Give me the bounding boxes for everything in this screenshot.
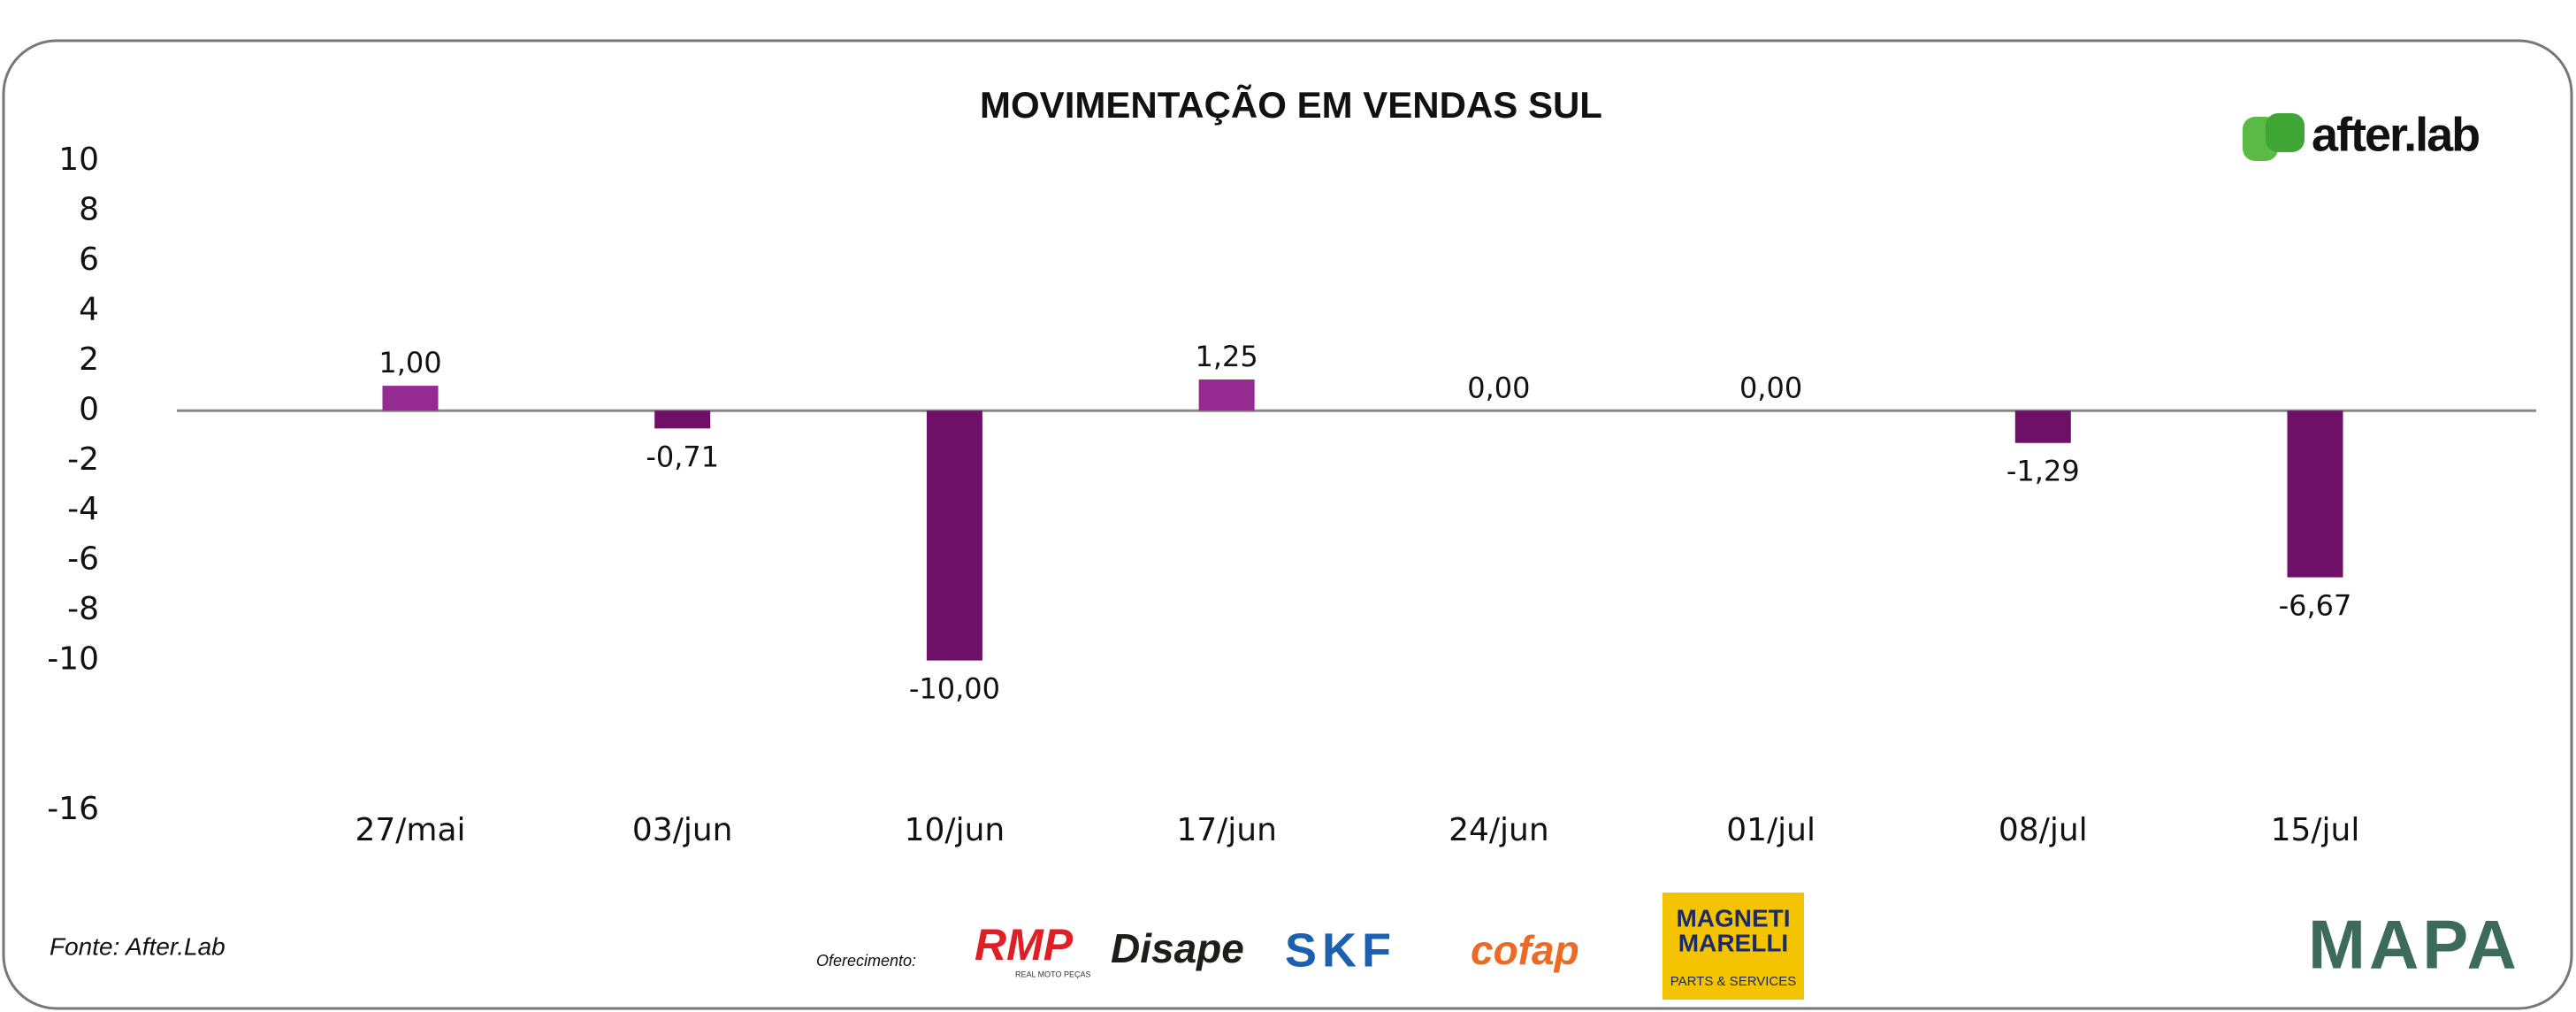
bar xyxy=(1198,380,1255,411)
x-tick-label: 10/jun xyxy=(905,812,1005,848)
bar xyxy=(2287,410,2343,578)
x-tick-label: 15/jul xyxy=(2271,812,2360,848)
x-tick-label: 17/jun xyxy=(1176,812,1277,848)
sponsor-logo: PARTS & SERVICES xyxy=(1670,974,1797,989)
logo-text: after.lab xyxy=(2312,108,2479,161)
logo-icon xyxy=(2266,113,2305,152)
y-tick-label: -16 xyxy=(47,791,99,827)
sponsor-logo: RMP xyxy=(975,920,1074,970)
sponsor-logo: MARELLI xyxy=(1678,929,1788,956)
sponsor-logo: cofap xyxy=(1471,927,1579,973)
value-label: -1,29 xyxy=(2007,455,2080,488)
y-tick-label: 6 xyxy=(79,242,99,278)
x-tick-label: 08/jul xyxy=(1999,812,2088,848)
y-tick-label: -6 xyxy=(67,541,99,578)
y-tick-label: -10 xyxy=(47,641,99,678)
bar xyxy=(926,410,982,661)
y-tick-label: -2 xyxy=(67,441,99,478)
x-tick-label: 27/mai xyxy=(355,812,465,848)
value-label: 1,25 xyxy=(1196,340,1258,373)
sponsor-label: Oferecimento: xyxy=(816,952,916,970)
source: Fonte: After.Lab xyxy=(50,932,225,960)
value-label: 1,00 xyxy=(378,346,441,380)
card xyxy=(2,39,2573,1010)
mapa-logo: MAPA xyxy=(2308,906,2520,984)
y-tick-label: 4 xyxy=(79,291,99,327)
value-label: -0,71 xyxy=(646,440,719,473)
y-tick-label: 8 xyxy=(79,191,99,227)
y-tick-label: -8 xyxy=(67,591,99,627)
value-label: -10,00 xyxy=(909,672,1000,706)
sponsor-logo: MAGNETI xyxy=(1676,904,1790,932)
x-tick-label: 03/jun xyxy=(632,812,733,848)
y-tick-label: 0 xyxy=(79,391,99,427)
sponsor-logo: REAL MOTO PEÇAS xyxy=(1015,970,1091,978)
sponsor-box xyxy=(1663,893,1804,1000)
x-tick-label: 01/jul xyxy=(1726,812,1815,848)
bar xyxy=(2014,410,2071,443)
bar xyxy=(382,386,439,411)
y-tick-label: -4 xyxy=(67,491,99,527)
sponsor-logo: SKF xyxy=(1285,924,1396,977)
sponsor-logo: Disape xyxy=(1111,925,1244,971)
afterlab-logo: after.lab xyxy=(2243,108,2480,161)
bar xyxy=(654,410,711,429)
y-tick-label: 10 xyxy=(58,142,99,178)
x-tick-label: 24/jun xyxy=(1449,812,1549,848)
chart-title: MOVIMENTAÇÃO EM VENDAS SUL xyxy=(980,84,1602,126)
value-label: -6,67 xyxy=(2279,589,2352,623)
value-label: 0,00 xyxy=(1739,371,1802,404)
y-tick-label: 2 xyxy=(79,341,99,378)
value-label: 0,00 xyxy=(1467,371,1530,404)
